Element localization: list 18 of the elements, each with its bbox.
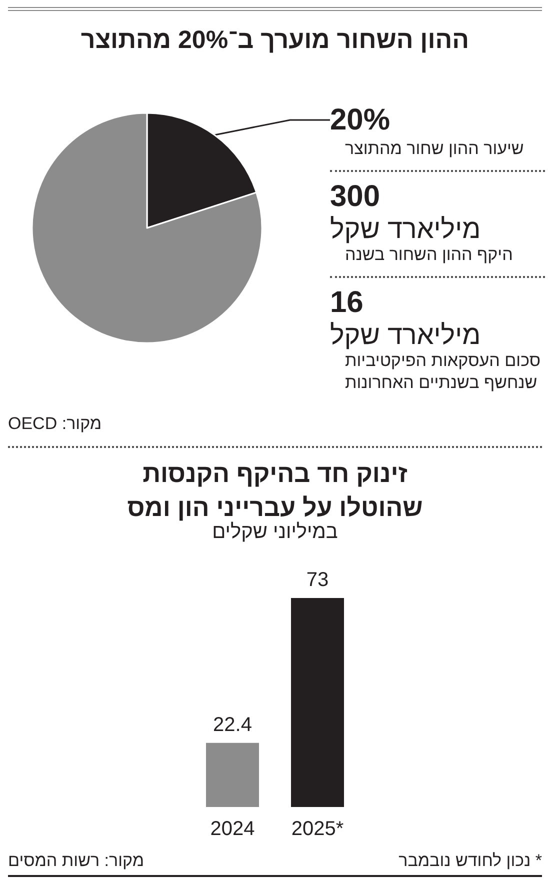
text: מקור: רשות המסים <box>8 851 144 871</box>
x-tick-label: 2024 <box>210 818 255 840</box>
data-label: 20% <box>330 104 390 136</box>
text: 16 <box>330 286 364 320</box>
text: שיעור ההון שחור מהתוצר <box>345 138 525 160</box>
chart-title: זינוק חד בהיקף הקנסות שהוטלו על עברייני הון ומס <box>126 459 424 522</box>
text: מיליארד שקל <box>330 320 482 350</box>
x-tick-label: 2025* <box>291 818 344 840</box>
text: מיליארד שקל <box>330 214 482 244</box>
text: 300 <box>330 180 382 214</box>
text: * נכון לחודש נובמבר <box>398 851 542 871</box>
data-label: 22.4 <box>213 714 252 736</box>
text: היקף ההון השחור בשנה <box>345 244 514 266</box>
text: סכום העסקאות הפיקטיביות שנחשף בשנתיים האחרונות <box>345 350 542 394</box>
chart-subtitle: במיליוני שקלים <box>211 521 339 544</box>
chart-title: ההון השחור מוערך ב־20% מהתוצר <box>80 25 470 56</box>
text: מקור: OECD <box>8 414 102 434</box>
data-label: 73 <box>306 569 329 591</box>
